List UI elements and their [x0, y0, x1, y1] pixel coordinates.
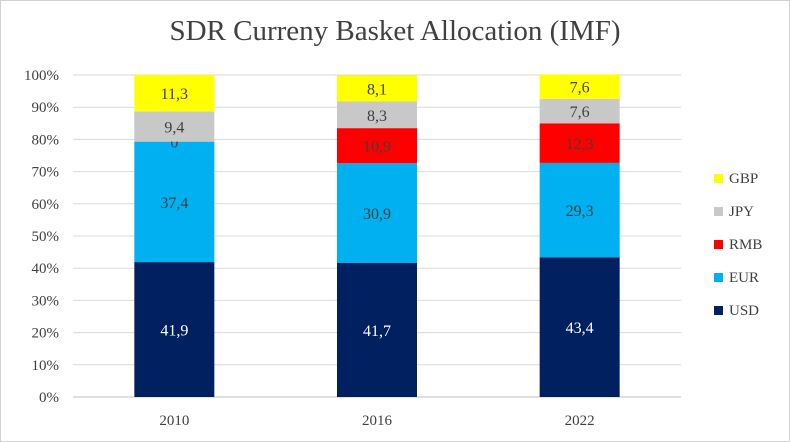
data-label: 0: [170, 135, 178, 152]
data-label: 7,6: [570, 104, 590, 121]
data-label: 9,4: [164, 120, 184, 137]
bar-segment-gbp: [539, 74, 620, 99]
legend-label-rmb: RMB: [729, 237, 762, 253]
bar-segment-eur: [337, 163, 417, 263]
bar-segment-rmb: [539, 123, 620, 163]
y-tick-label: 30%: [32, 293, 60, 309]
data-label: 12,3: [566, 136, 594, 153]
x-tick-label: 2022: [565, 413, 595, 429]
bar-segment-usd: [337, 262, 417, 397]
data-label: 29,3: [566, 203, 594, 220]
bar-segment-jpy: [134, 111, 215, 142]
bar-segment-gbp: [134, 75, 215, 112]
y-tick-label: 80%: [32, 132, 60, 148]
data-label: 8,1: [367, 81, 387, 98]
bar-segment-eur: [134, 141, 215, 263]
data-label: 37,4: [160, 195, 188, 212]
y-tick-label: 40%: [32, 261, 60, 277]
y-tick-label: 100%: [24, 68, 59, 84]
legend-label-eur: EUR: [729, 270, 759, 286]
chart-title: SDR Curreny Basket Allocation (IMF): [169, 15, 621, 47]
bar-segment-usd: [539, 257, 620, 397]
y-tick-label: 70%: [32, 165, 60, 181]
bar-segment-jpy: [539, 98, 620, 124]
y-tick-label: 60%: [32, 197, 60, 213]
data-label: 30,9: [363, 206, 391, 223]
bar-segment-gbp: [337, 75, 417, 102]
legend-label-gbp: GBP: [729, 171, 758, 187]
y-tick-label: 90%: [32, 100, 60, 116]
data-label: 11,3: [161, 86, 188, 103]
data-label: 43,4: [566, 320, 594, 337]
legend-label-jpy: JPY: [729, 204, 754, 220]
bar-segment-jpy: [337, 101, 417, 129]
legend-swatch-usd: [714, 306, 723, 315]
data-label: 8,3: [367, 108, 387, 125]
legend-swatch-rmb: [714, 240, 723, 249]
data-label: 7,6: [570, 80, 590, 97]
data-label: 10,9: [363, 139, 391, 156]
legend-swatch-gbp: [714, 174, 723, 183]
x-tick-label: 2016: [362, 413, 393, 429]
data-label: 41,7: [363, 323, 391, 340]
y-tick-label: 10%: [32, 358, 60, 374]
y-tick-label: 50%: [32, 229, 60, 245]
y-tick-label: 0%: [39, 390, 59, 406]
legend-label-usd: USD: [729, 303, 759, 319]
legend-swatch-jpy: [714, 207, 723, 216]
y-tick-label: 20%: [32, 326, 60, 342]
bar-segment-rmb: [337, 128, 417, 164]
legend-swatch-eur: [714, 273, 723, 282]
bar-segment-usd: [134, 262, 215, 397]
bar-segment-eur: [539, 162, 620, 258]
x-tick-label: 2010: [159, 413, 189, 429]
data-label: 41,9: [160, 323, 188, 340]
